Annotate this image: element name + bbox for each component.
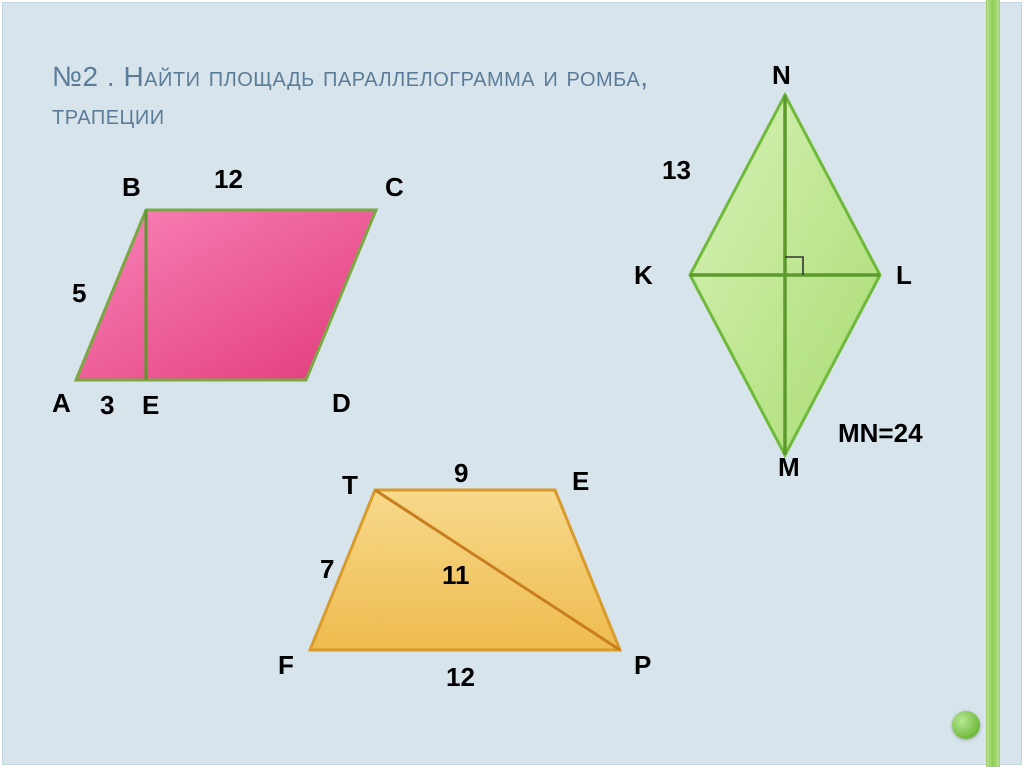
slide-title: №2 . Найти площадь параллелограмма и ром… xyxy=(52,58,704,134)
value-3: 3 xyxy=(100,390,114,421)
label-E2: E xyxy=(572,466,589,497)
value-12: 12 xyxy=(214,164,243,195)
label-K: K xyxy=(634,260,653,291)
value-5: 5 xyxy=(72,278,86,309)
value-7: 7 xyxy=(320,554,334,585)
trapezoid-figure xyxy=(280,470,660,680)
label-L: L xyxy=(896,260,912,291)
label-T: T xyxy=(342,470,358,501)
parallelogram-figure xyxy=(46,180,416,410)
label-M: M xyxy=(778,452,800,483)
value-12b: 12 xyxy=(446,662,475,693)
value-11: 11 xyxy=(442,560,470,591)
label-C: C xyxy=(385,172,404,203)
label-P: P xyxy=(634,650,651,681)
green-stripe xyxy=(986,0,1000,767)
value-13: 13 xyxy=(662,155,691,186)
label-F: F xyxy=(278,650,294,681)
label-N: N xyxy=(772,60,791,91)
label-A: A xyxy=(52,388,71,419)
value-9: 9 xyxy=(454,458,468,489)
corner-dot-icon xyxy=(952,711,980,739)
label-D: D xyxy=(332,388,351,419)
label-B: B xyxy=(122,172,141,203)
label-E: E xyxy=(142,390,159,421)
value-MN: MN=24 xyxy=(838,418,923,449)
